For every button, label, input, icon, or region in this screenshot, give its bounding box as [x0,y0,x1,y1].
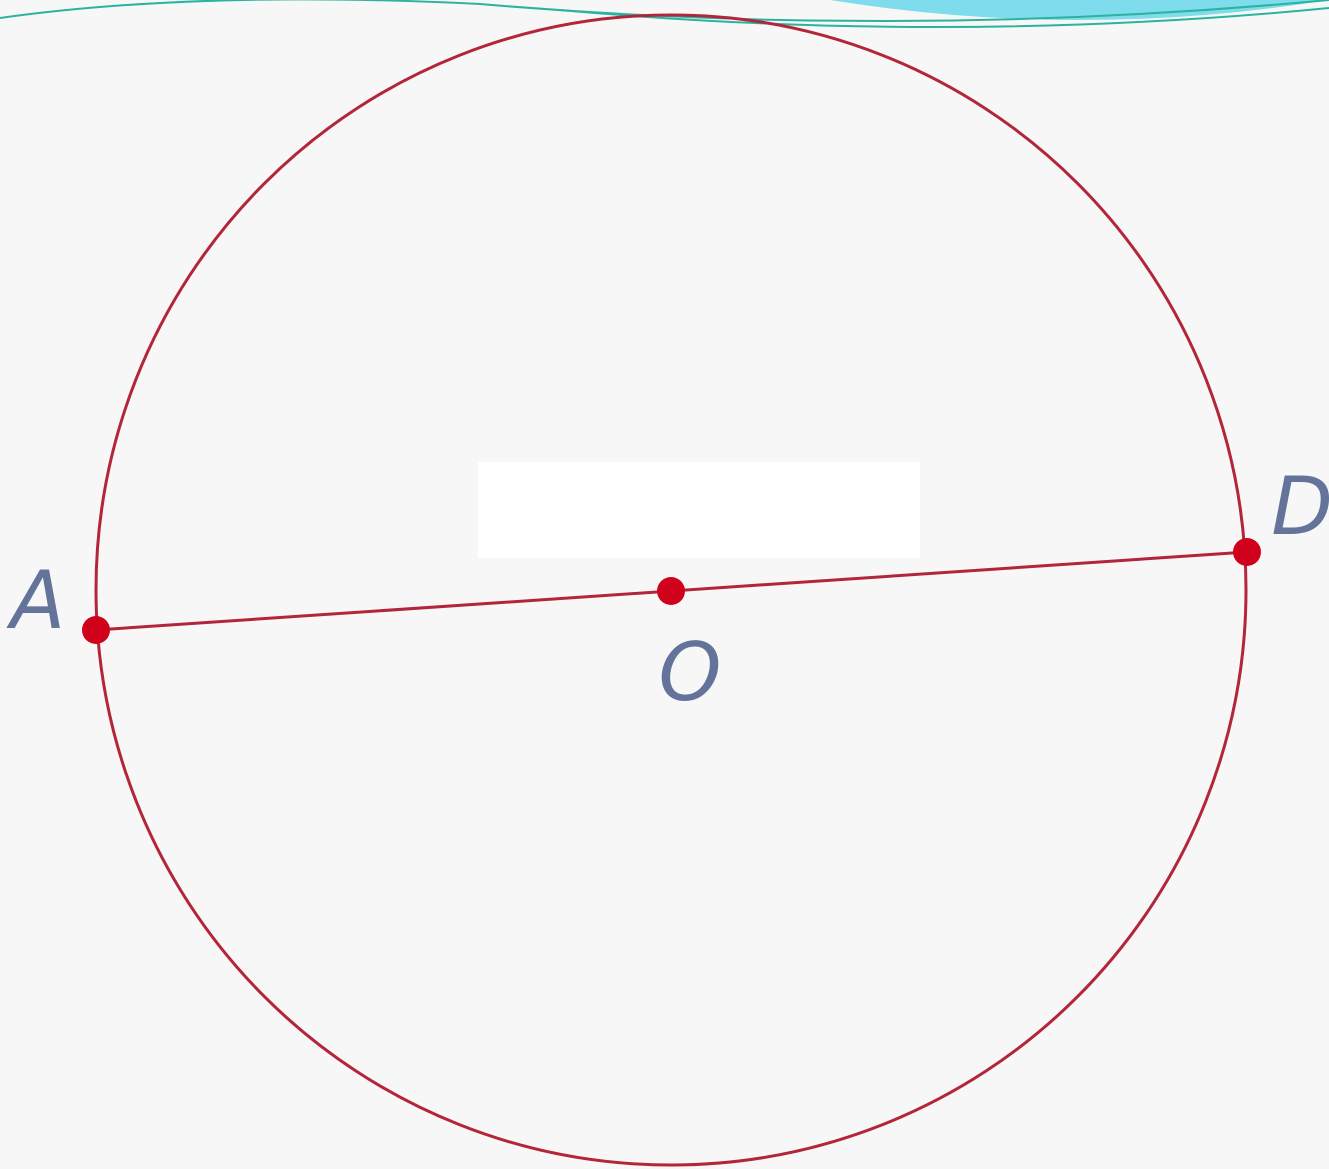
label-d: D [1271,460,1329,553]
label-o: O [659,626,722,719]
blank-box [478,462,920,558]
point-d [1233,538,1261,566]
point-o [657,577,685,605]
point-a [82,616,110,644]
label-a: A [6,554,66,647]
diagram: A O D [0,0,1329,1169]
page: {"points": [{"label": "A"}, {"label": "O… [0,0,1329,1169]
